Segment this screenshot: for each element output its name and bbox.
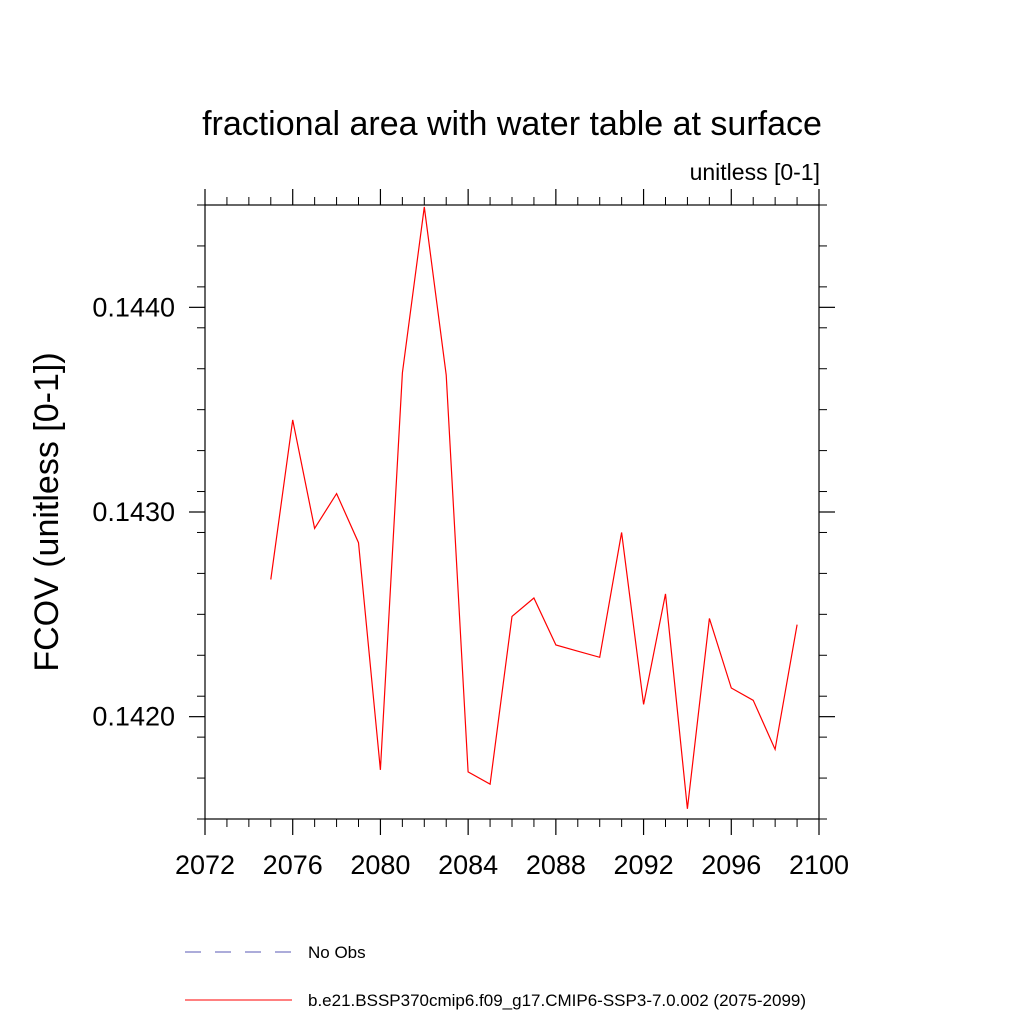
x-tick-label: 2076 [263, 850, 323, 880]
series-line [270, 206, 798, 809]
legend-label: No Obs [308, 943, 366, 962]
y-tick-label: 0.1420 [92, 702, 175, 732]
x-tick-label: 2072 [175, 850, 235, 880]
y-tick-label: 0.1440 [92, 292, 175, 322]
legend: No Obs b.e21.BSSP370cmip6.f09_g17.CMIP6-S… [185, 943, 806, 1010]
x-tick-label: 2088 [526, 850, 586, 880]
units-label: unitless [0-1] [690, 159, 820, 185]
chart-title: fractional area with water table at surf… [202, 105, 822, 143]
x-tick-label: 2084 [438, 850, 498, 880]
y-tick-label: 0.1430 [92, 497, 175, 527]
y-axis-label: FCOV (unitless [0-1]) [28, 352, 66, 671]
axis-ticks: 2072 2076 2080 2084 2088 2092 2096 2100 0.1420 0.… [92, 189, 849, 880]
x-tick-label: 2096 [701, 850, 761, 880]
x-tick-label: 2080 [350, 850, 410, 880]
x-tick-label: 2092 [614, 850, 674, 880]
series-layer [270, 206, 798, 809]
x-tick-label: 2100 [789, 850, 849, 880]
legend-label: b.e21.BSSP370cmip6.f09_g17.CMIP6-SSP3-7.… [308, 991, 806, 1010]
plot-frame [204, 204, 820, 820]
